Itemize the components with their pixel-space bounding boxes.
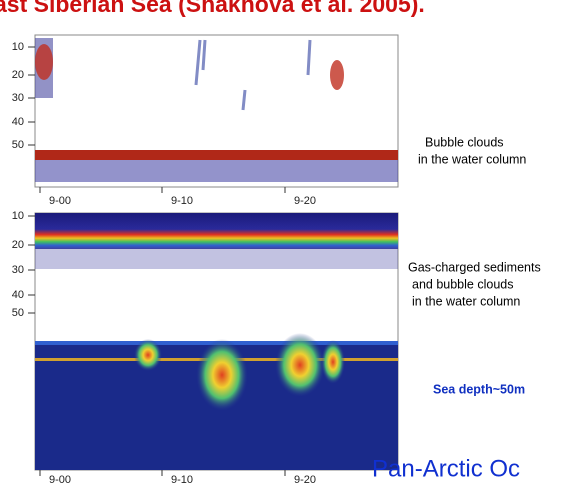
x-tick-label: 9-20 <box>294 195 316 207</box>
slide-title: ast Siberian Sea (Shakhova et al. 2005). <box>0 0 425 17</box>
echogram-top <box>35 35 398 187</box>
y-tick-label: 30 <box>12 264 24 276</box>
annotation: in the water column <box>412 294 520 308</box>
y-tick-label: 30 <box>12 92 24 104</box>
annotation: and bubble clouds <box>412 277 513 291</box>
annotation: in the water column <box>418 152 526 166</box>
y-tick-label: 10 <box>12 210 24 222</box>
slide: ast Siberian Sea (Shakhova et al. 2005).… <box>0 0 577 488</box>
y-tick-label: 50 <box>12 139 24 151</box>
echogram-bottom <box>35 213 398 470</box>
x-tick-label: 9-10 <box>171 195 193 207</box>
y-tick-label: 40 <box>12 116 24 128</box>
x-tick-label: 9-10 <box>171 474 193 486</box>
y-tick-label: 20 <box>12 239 24 251</box>
depth-note: Sea depth~50m <box>433 382 525 396</box>
x-tick-label: 9-00 <box>49 195 71 207</box>
annotation: Bubble clouds <box>425 135 504 149</box>
x-tick-label: 9-00 <box>49 474 71 486</box>
y-tick-label: 10 <box>12 41 24 53</box>
footer: Pan-Arctic Oc <box>372 455 520 482</box>
x-tick-label: 9-20 <box>294 474 316 486</box>
y-tick-label: 50 <box>12 307 24 319</box>
y-tick-label: 40 <box>12 289 24 301</box>
annotation: Gas-charged sediments <box>408 260 541 274</box>
y-tick-label: 20 <box>12 69 24 81</box>
page: {"title": "ast Siberian Sea (Shakhova et… <box>0 0 577 488</box>
